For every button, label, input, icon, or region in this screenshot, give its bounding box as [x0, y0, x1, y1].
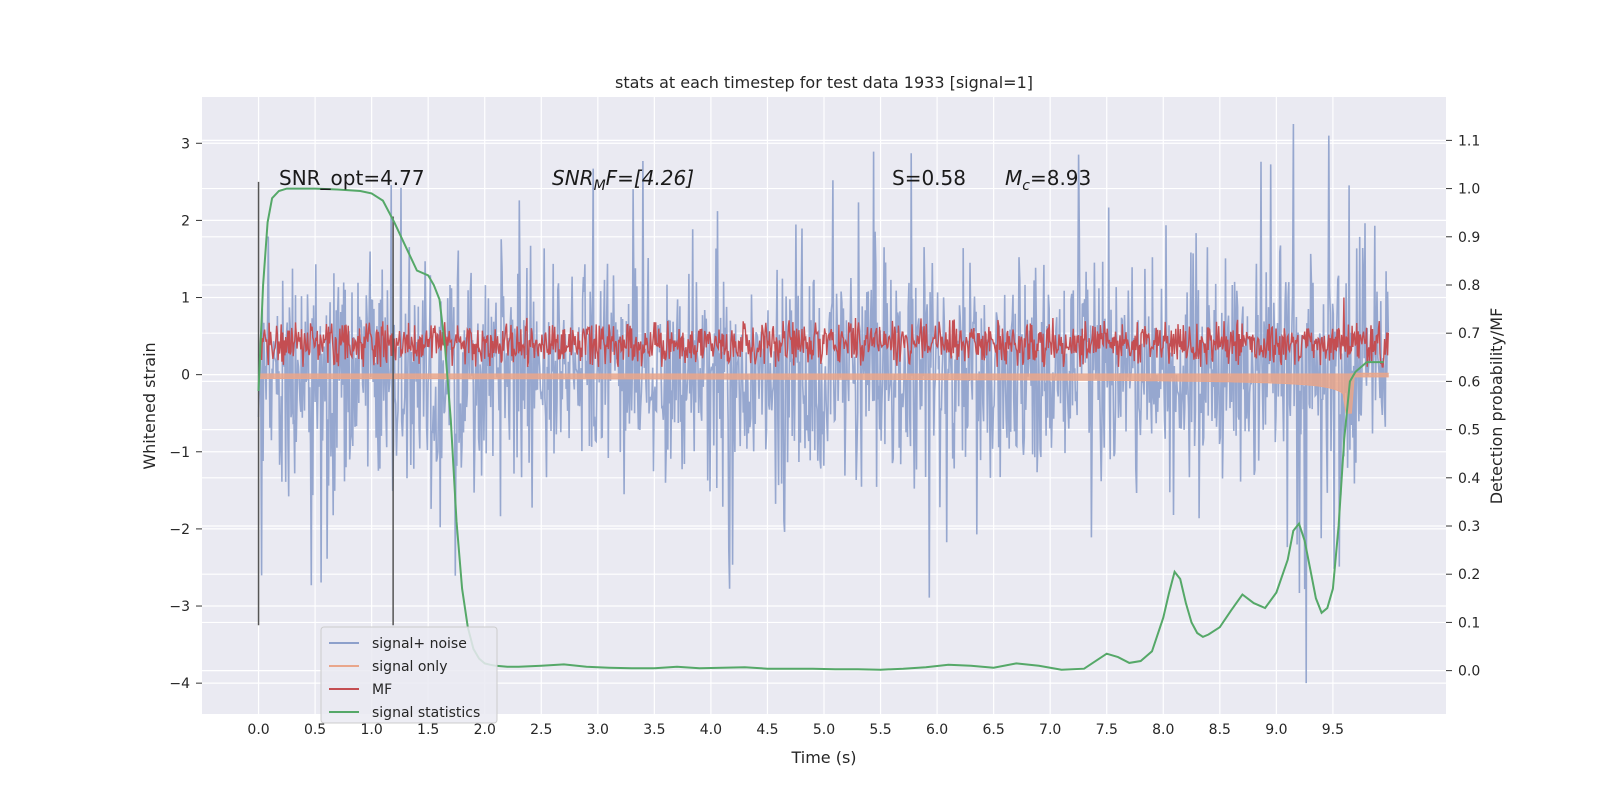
legend-box [320, 626, 498, 724]
annotation-snr-mf: SNRMF=[4.26] [552, 166, 694, 194]
x-tick-label: 3.5 [643, 722, 665, 738]
x-tick-label: 6.0 [926, 722, 948, 738]
left-tick-label: 3 [181, 136, 190, 152]
x-axis-label: Time (s) [790, 748, 856, 767]
right-axis-ticks: 1.1 1.0 0.9 0.8 0.7 0.6 0.5 0.4 0.3 0.2 0.1 0.0 [1446, 133, 1480, 680]
series-signal-plus-noise [257, 123, 1390, 684]
annotation-s-value: S=0.58 [892, 166, 966, 190]
right-tick-label: 1.1 [1458, 133, 1480, 149]
right-tick-label: 0.3 [1458, 519, 1480, 535]
left-tick-label: −1 [169, 445, 190, 461]
left-tick-label: −4 [169, 676, 190, 692]
x-tick-label: 8.5 [1209, 722, 1231, 738]
left-tick-label: 0 [181, 368, 190, 384]
x-tick-label: 1.0 [361, 722, 383, 738]
x-tick-label: 1.5 [417, 722, 439, 738]
x-tick-label: 4.0 [700, 722, 722, 738]
x-tick-label: 0.0 [247, 722, 269, 738]
series-signal-only [258, 372, 1389, 414]
legend-label: signal only [372, 659, 447, 675]
x-tick-label: 8.0 [1152, 722, 1174, 738]
right-tick-label: 0.4 [1458, 471, 1480, 487]
x-tick-label: 2.5 [530, 722, 552, 738]
right-tick-label: 0.1 [1458, 615, 1480, 631]
x-tick-label: 9.5 [1322, 722, 1344, 738]
x-tick-label: 7.0 [1039, 722, 1061, 738]
x-tick-label: 4.5 [756, 722, 778, 738]
legend-label: MF [372, 682, 392, 698]
right-tick-label: 0.5 [1458, 423, 1480, 439]
right-tick-label: 0.8 [1458, 278, 1480, 294]
legend: signal+ noise signal only MF signal statist… [320, 626, 498, 724]
left-tick-label: −2 [169, 522, 190, 538]
x-tick-label: 0.5 [304, 722, 326, 738]
right-tick-label: 1.0 [1458, 182, 1480, 198]
series-mf [257, 297, 1389, 368]
series-signal-statistics [257, 187, 1384, 671]
x-tick-label: 9.0 [1265, 722, 1287, 738]
x-tick-label: 2.0 [474, 722, 496, 738]
right-tick-label: 0.7 [1458, 326, 1480, 342]
x-tick-label: 6.5 [983, 722, 1005, 738]
right-axis-label: Detection probability/MF [1487, 308, 1506, 505]
annotation-chirp-mass: Mc=8.93 [1005, 166, 1091, 194]
left-tick-label: 2 [181, 213, 190, 229]
left-tick-label: 1 [181, 291, 190, 307]
right-tick-label: 0.9 [1458, 230, 1480, 246]
left-axis-ticks: 3 2 1 0 −1 −2 −3 −4 [169, 136, 202, 692]
chart-title: stats at each timestep for test data 193… [615, 73, 1033, 92]
legend-label: signal statistics [372, 705, 480, 721]
x-tick-label: 7.5 [1096, 722, 1118, 738]
series-layer [257, 123, 1390, 684]
x-tick-label: 3.0 [587, 722, 609, 738]
annotation-snr-opt: SNR_opt=4.77 [279, 166, 425, 190]
legend-label: signal+ noise [372, 636, 467, 652]
x-axis-ticks: 0.0 0.5 1.0 1.5 2.0 2.5 3.0 3.5 4.0 4.5 5.0 5.5 6.0 6… [247, 722, 1344, 738]
right-tick-label: 0.2 [1458, 567, 1480, 583]
right-tick-label: 0.0 [1458, 664, 1480, 680]
x-tick-label: 5.5 [869, 722, 891, 738]
left-axis-label: Whitened strain [140, 342, 159, 469]
right-tick-label: 0.6 [1458, 374, 1480, 390]
left-tick-label: −3 [169, 599, 190, 615]
x-tick-label: 5.0 [813, 722, 835, 738]
